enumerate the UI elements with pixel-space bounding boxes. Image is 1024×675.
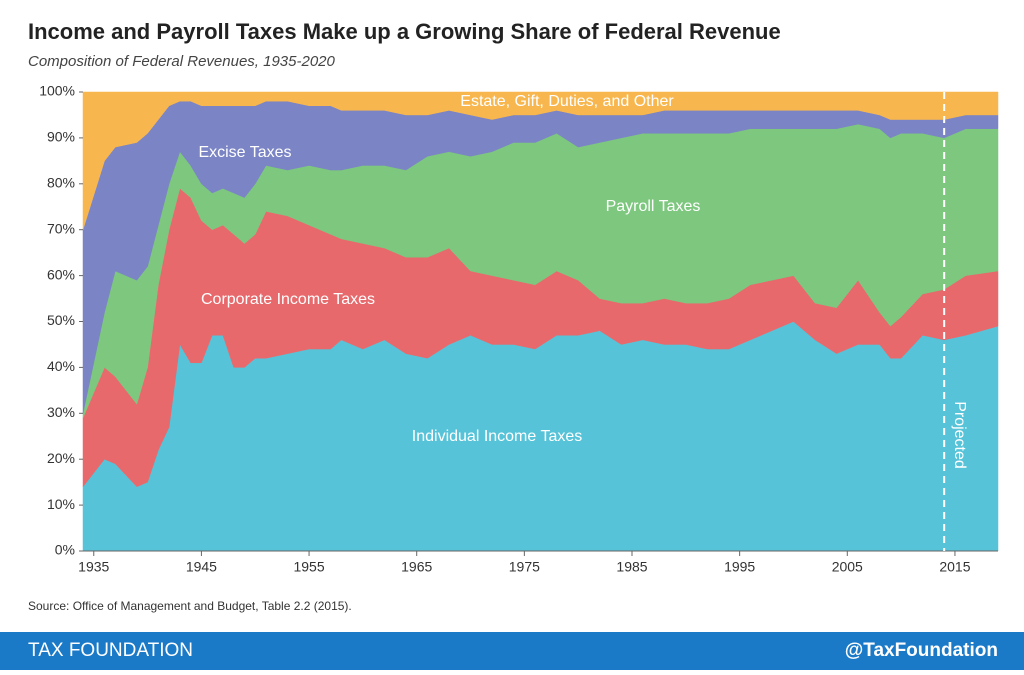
x-tick-label: 1985 [616, 559, 647, 575]
footer-handle: @TaxFoundation [845, 640, 998, 661]
area-label: Excise Taxes [198, 144, 291, 161]
area-label: Corporate Income Taxes [201, 291, 375, 308]
x-tick-label: 1975 [509, 559, 540, 575]
chart-title: Income and Payroll Taxes Make up a Growi… [28, 19, 781, 44]
area-label: Individual Income Taxes [412, 428, 582, 445]
x-tick-label: 2005 [832, 559, 863, 575]
area [82, 91, 999, 230]
y-tick-label: 30% [47, 404, 75, 420]
x-tick-label: 1965 [401, 559, 432, 575]
y-tick-label: 100% [39, 83, 75, 99]
y-tick-label: 10% [47, 496, 75, 512]
footer-brand: TAX FOUNDATION [28, 640, 193, 661]
y-tick-label: 0% [55, 542, 75, 558]
x-tick-label: 1955 [293, 559, 324, 575]
y-tick-label: 60% [47, 266, 75, 282]
y-tick-label: 70% [47, 220, 75, 236]
y-tick-label: 80% [47, 175, 75, 191]
area-label: Payroll Taxes [606, 198, 701, 215]
y-tick-label: 50% [47, 312, 75, 328]
y-tick-label: 90% [47, 129, 75, 145]
y-tick-label: 20% [47, 450, 75, 466]
y-tick-label: 40% [47, 358, 75, 374]
area-label: Estate, Gift, Duties, and Other [460, 93, 674, 110]
footer-bar [0, 632, 1024, 670]
x-tick-label: 1945 [186, 559, 217, 575]
source: Source: Office of Management and Budget,… [28, 599, 352, 613]
x-tick-label: 2015 [939, 559, 970, 575]
chart-subtitle: Composition of Federal Revenues, 1935-20… [28, 53, 336, 70]
plot-area: Individual Income Taxes Corporate Income … [39, 83, 999, 575]
projection-label: Projected [951, 401, 968, 469]
x-tick-label: 1995 [724, 559, 755, 575]
x-tick-label: 1935 [78, 559, 109, 575]
